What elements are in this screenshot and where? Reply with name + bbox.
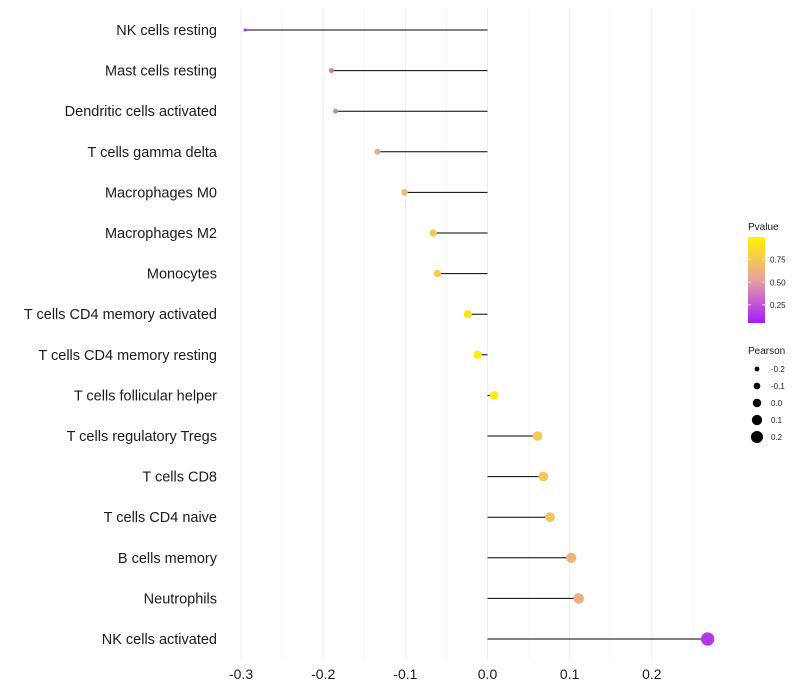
size-legend-key <box>751 414 763 426</box>
size-legend-key <box>750 430 764 444</box>
data-point <box>545 512 555 523</box>
category-label: T cells CD8 <box>142 470 217 486</box>
x-tick-label: 0.2 <box>642 666 662 682</box>
x-axis-tick-labels: -0.3 -0.2 -0.1 0.0 0.1 0.2 <box>229 666 662 682</box>
legend-title-pvalue: Pvalue <box>748 222 779 233</box>
category-label: Dendritic cells activated <box>65 104 217 120</box>
x-tick-label: 0.0 <box>478 666 498 682</box>
data-point <box>538 471 549 482</box>
category-label: T cells gamma delta <box>88 145 218 161</box>
data-point <box>489 391 499 400</box>
data-point <box>243 28 247 32</box>
x-tick-label: -0.3 <box>229 666 253 682</box>
data-point <box>332 108 339 114</box>
data-point <box>429 229 437 237</box>
legend: Pvalue 0.25 0.50 0.75 Pearson -0.2 -0.1 0.0 0.1 0… <box>748 222 786 444</box>
category-label: NK cells resting <box>116 23 217 39</box>
legend-title-pearson: Pearson <box>748 346 785 357</box>
x-tick-label: 0.1 <box>560 666 580 682</box>
size-legend-key <box>753 382 761 390</box>
x-tick-label: -0.2 <box>311 666 335 682</box>
colorbar-tick-label: 0.75 <box>770 256 786 265</box>
size-legend-key <box>754 366 760 372</box>
data-point <box>401 189 408 196</box>
category-label: Mast cells resting <box>105 64 217 80</box>
x-tick-label: -0.1 <box>393 666 417 682</box>
data-point <box>532 431 543 441</box>
category-label: NK cells activated <box>102 632 217 648</box>
category-label: T cells follicular helper <box>74 388 217 404</box>
category-labels: NK cells resting Mast cells resting Dendri… <box>24 23 218 648</box>
category-label: Neutrophils <box>144 591 217 607</box>
colorbar-tick-label: 0.25 <box>770 301 786 310</box>
data-point <box>328 68 334 74</box>
category-label: Macrophages M2 <box>105 226 217 242</box>
data-point <box>374 148 381 155</box>
size-legend-label: 0.1 <box>771 416 783 425</box>
category-label: T cells CD4 memory resting <box>38 348 217 364</box>
category-label: B cells memory <box>118 551 218 567</box>
stems <box>245 29 708 640</box>
category-label: T cells CD4 memory activated <box>24 307 217 323</box>
points <box>243 28 715 646</box>
size-legend-key <box>752 398 762 408</box>
data-point <box>573 593 584 604</box>
size-legend-label: -0.1 <box>771 382 785 391</box>
category-label: T cells CD4 naive <box>104 510 217 526</box>
size-legend-label: 0.2 <box>771 433 783 442</box>
data-point <box>700 632 715 646</box>
category-label: Monocytes <box>147 267 217 283</box>
size-legend-label: 0.0 <box>771 399 783 408</box>
data-point <box>473 350 482 359</box>
pvalue-colorbar <box>748 237 765 323</box>
data-point <box>463 310 472 319</box>
category-label: Macrophages M0 <box>105 185 217 201</box>
colorbar-tick-label: 0.50 <box>770 278 786 287</box>
category-label: T cells regulatory Tregs <box>67 429 217 445</box>
size-legend-label: -0.2 <box>771 365 785 374</box>
data-point <box>433 269 442 278</box>
data-point <box>566 552 577 563</box>
grid <box>240 8 694 660</box>
